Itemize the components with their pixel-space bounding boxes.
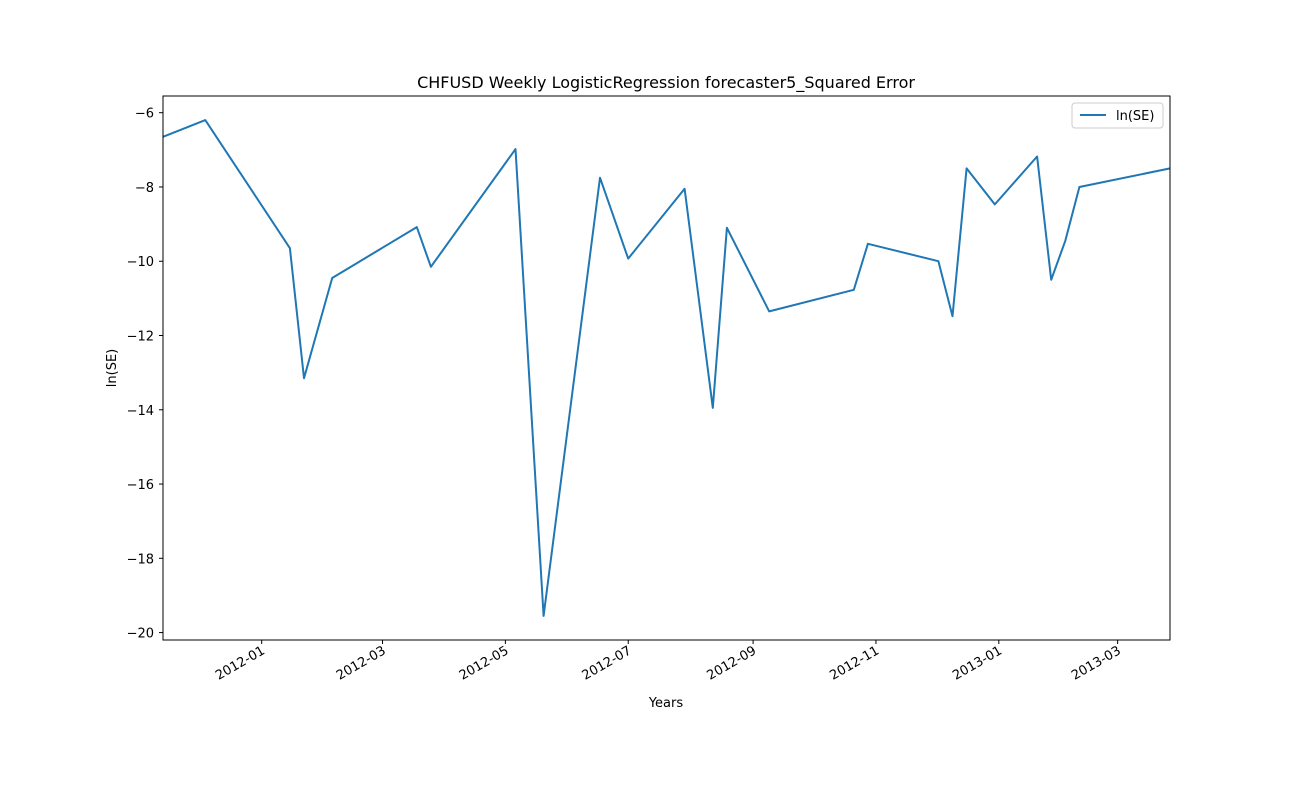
x-tick-label: 2012-09 [705,643,760,683]
chart-title: CHFUSD Weekly LogisticRegression forecas… [417,73,915,93]
y-tick-label: −6 [135,107,154,122]
plot-area [162,119,1171,617]
y-tick-label: −8 [135,181,154,196]
x-tick-label: 2012-01 [213,643,268,683]
y-tick-label: −10 [127,255,154,270]
x-axis-title: Years [648,696,684,711]
x-tick-label: 2012-05 [457,643,512,683]
y-tick-label: −14 [127,404,154,419]
x-tick-label: 2013-01 [950,643,1005,683]
plot-frame [162,95,1171,641]
x-tick-label: 2012-07 [580,643,635,683]
y-tick-label: −16 [127,478,154,493]
legend-label: ln(SE) [1116,109,1154,124]
y-tick-label: −18 [127,552,154,567]
legend: ln(SE) [1071,102,1164,129]
y-axis: −6 −8 −10 −12 −14 −16 −18 −20 [127,107,163,642]
series-line [162,119,1171,617]
x-tick-label: 2013-03 [1069,643,1124,683]
x-tick-label: 2012-11 [827,643,882,683]
y-tick-label: −20 [127,627,154,642]
legend-box [1071,102,1164,129]
y-tick-label: −12 [127,330,154,345]
x-tick-label: 2012-03 [334,643,389,683]
x-axis: 2012-01 2012-03 2012-05 2012-07 2012-09 2012-… [213,640,1124,684]
y-axis-title: ln(SE) [105,349,120,387]
